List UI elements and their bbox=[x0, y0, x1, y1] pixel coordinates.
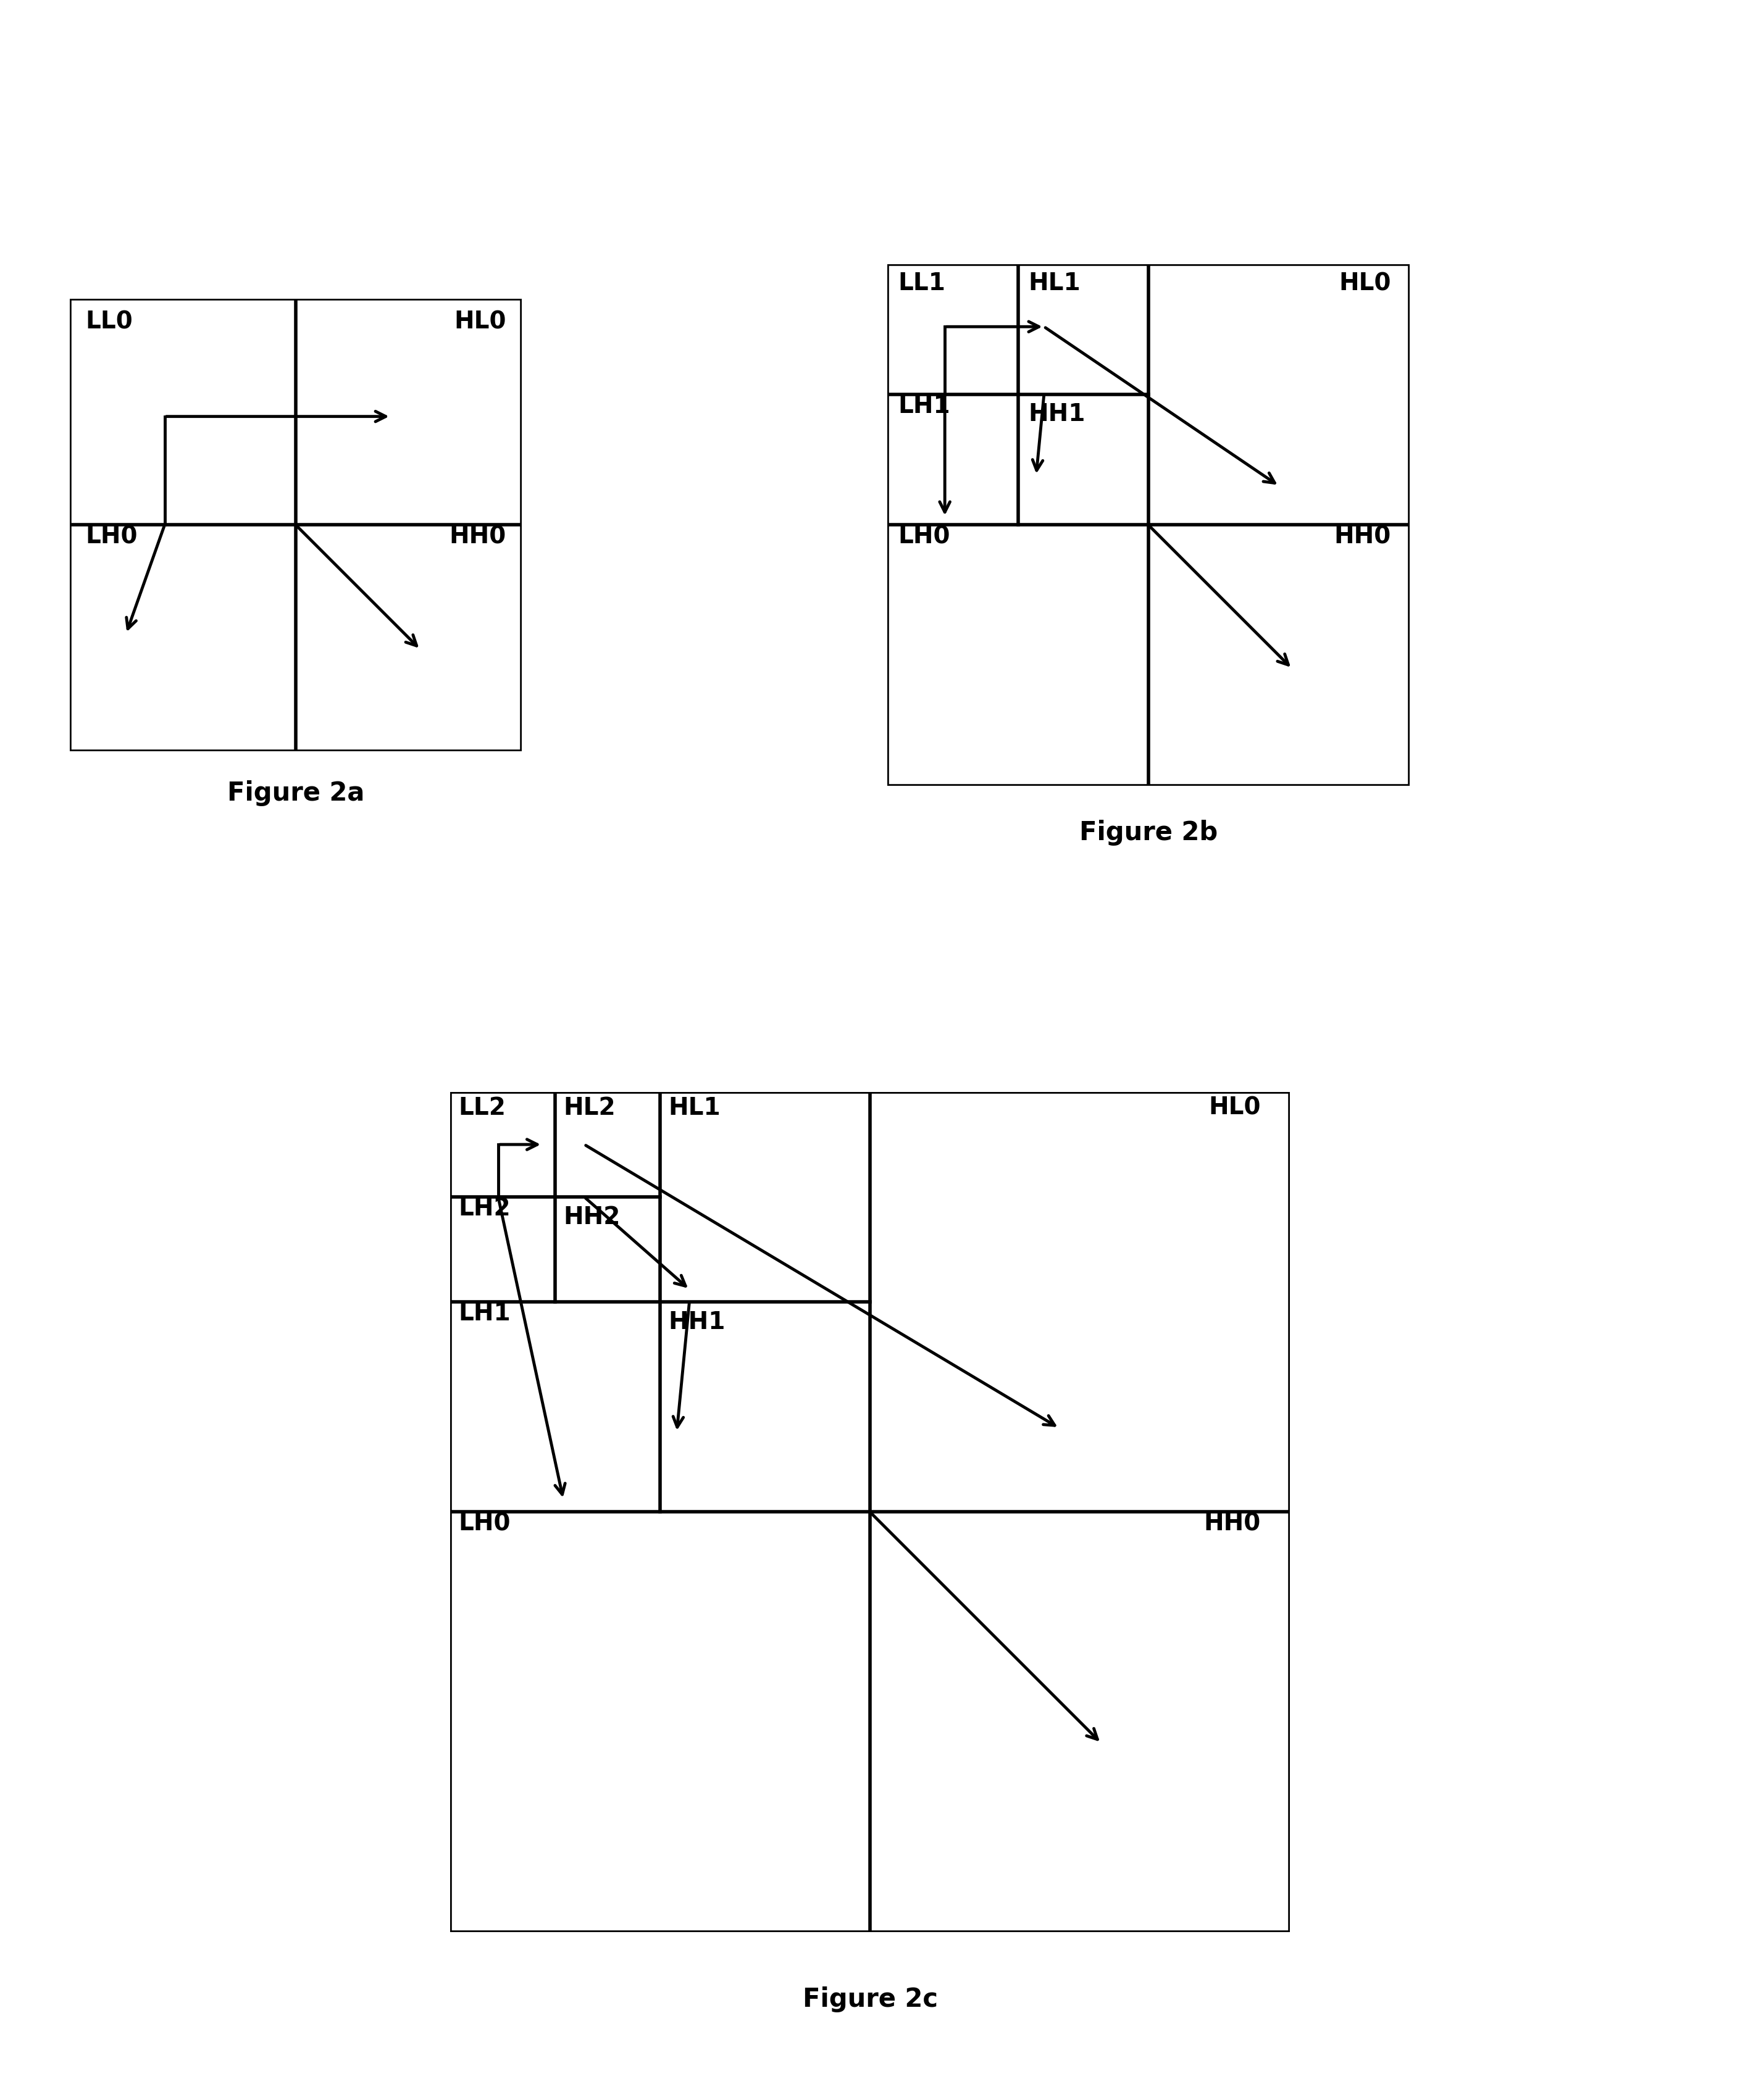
Text: HL0: HL0 bbox=[1209, 1096, 1261, 1119]
Text: LL1: LL1 bbox=[898, 271, 945, 296]
Text: Figure 2b: Figure 2b bbox=[1079, 819, 1218, 846]
Text: Figure 2a: Figure 2a bbox=[228, 781, 364, 806]
Text: LH2: LH2 bbox=[458, 1197, 510, 1220]
Text: HH0: HH0 bbox=[1204, 1512, 1262, 1535]
Text: LL2: LL2 bbox=[458, 1096, 506, 1119]
Text: Figure 2c: Figure 2c bbox=[802, 1987, 938, 2012]
Text: LH1: LH1 bbox=[458, 1302, 510, 1325]
Text: HH1: HH1 bbox=[668, 1310, 726, 1334]
Text: LH0: LH0 bbox=[458, 1512, 510, 1535]
Text: LH1: LH1 bbox=[898, 395, 950, 418]
Text: HH0: HH0 bbox=[449, 525, 506, 548]
Text: HL0: HL0 bbox=[1340, 271, 1392, 296]
Text: HL2: HL2 bbox=[564, 1096, 616, 1119]
Text: HH2: HH2 bbox=[564, 1205, 621, 1228]
Text: LH0: LH0 bbox=[898, 525, 950, 548]
Text: HL0: HL0 bbox=[454, 311, 506, 334]
Text: LH0: LH0 bbox=[85, 525, 137, 548]
Text: HH0: HH0 bbox=[1335, 525, 1392, 548]
Text: HL1: HL1 bbox=[668, 1096, 720, 1119]
Text: HL1: HL1 bbox=[1028, 271, 1081, 296]
Text: HH1: HH1 bbox=[1028, 403, 1086, 426]
Text: LL0: LL0 bbox=[85, 311, 132, 334]
